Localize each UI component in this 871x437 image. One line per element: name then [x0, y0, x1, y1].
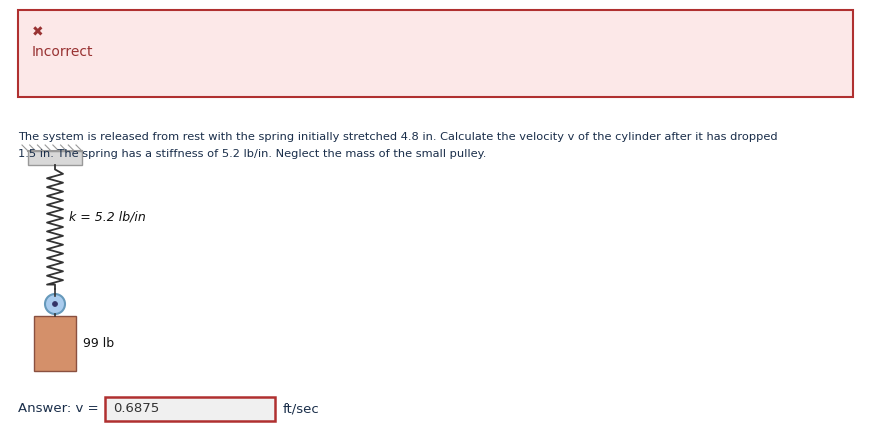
Circle shape: [52, 302, 57, 306]
Text: 0.6875: 0.6875: [113, 402, 159, 416]
Text: Incorrect: Incorrect: [32, 45, 93, 59]
Bar: [34, 316, 76, 371]
Bar: [105, 397, 275, 421]
Text: The system is released from rest with the spring initially stretched 4.8 in. Cal: The system is released from rest with th…: [18, 132, 778, 142]
Text: 1.5 in. The spring has a stiffness of 5.2 lb/in. Neglect the mass of the small p: 1.5 in. The spring has a stiffness of 5.…: [18, 149, 486, 159]
Circle shape: [45, 294, 65, 314]
Text: Answer: v =: Answer: v =: [18, 402, 98, 416]
Bar: [28, 151, 82, 165]
Text: ft/sec: ft/sec: [283, 402, 320, 416]
Bar: [18, 10, 853, 97]
Text: 99 lb: 99 lb: [83, 337, 114, 350]
Text: ✖: ✖: [32, 25, 44, 39]
Text: k = 5.2 lb/in: k = 5.2 lb/in: [69, 211, 145, 223]
